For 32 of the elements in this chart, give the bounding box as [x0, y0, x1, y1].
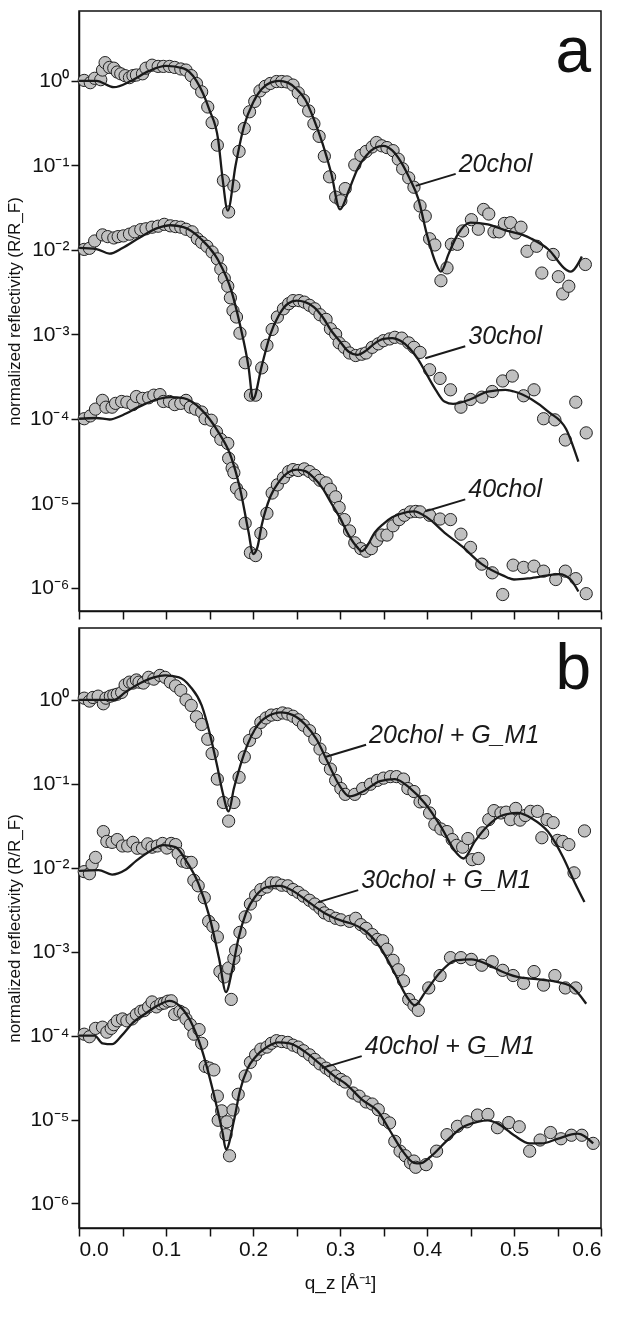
y-tick-label: 10⁰	[39, 687, 70, 711]
annotation: 30chol + G_M1	[361, 865, 532, 894]
y-tick-label: 10⁻⁵	[30, 490, 70, 514]
y-tick-label: 10⁻⁶	[30, 575, 70, 599]
annotation: a	[555, 14, 592, 86]
y-tick-label: 10⁻⁵	[30, 1107, 70, 1131]
x-tick-label: 0.5	[499, 1236, 530, 1260]
annotation: 40chol	[468, 474, 544, 503]
y-axis-title: normalized reflectivity (R/R_F)	[5, 197, 25, 426]
y-tick-label: 10⁻³	[32, 321, 70, 345]
x-tick-label: 0.0	[79, 1236, 109, 1260]
annotation: 30chol	[468, 321, 544, 350]
x-tick-label: 0.2	[238, 1236, 269, 1260]
x-tick-label: 0.1	[151, 1236, 182, 1260]
y-tick-label: 10⁻⁶	[30, 1190, 70, 1214]
x-tick-label: 0.4	[412, 1236, 443, 1260]
y-tick-label: 10⁻⁴	[30, 406, 70, 430]
annotation: 20chol	[457, 148, 534, 177]
y-tick-label: 10⁰	[39, 68, 70, 92]
y-tick-label: 10⁻⁴	[30, 1023, 70, 1047]
y-tick-label: 10⁻¹	[32, 771, 70, 795]
y-tick-label: 10⁻²	[32, 855, 70, 879]
y-tick-label: 10⁻²	[32, 237, 70, 261]
y-tick-label: 10⁻¹	[32, 152, 70, 176]
annotation: b	[555, 631, 591, 703]
x-tick-label: 0.3	[325, 1236, 356, 1260]
y-tick-label: 10⁻³	[32, 939, 70, 963]
annotation: 20chol + G_M1	[368, 719, 540, 748]
annotation: 40chol + G_M1	[364, 1031, 535, 1060]
x-axis-title: q_z [Å⁻¹]	[304, 1271, 377, 1294]
x-tick-label: 0.6	[572, 1236, 602, 1260]
y-axis-title: normalized reflectivity (R/R_F)	[5, 814, 25, 1043]
